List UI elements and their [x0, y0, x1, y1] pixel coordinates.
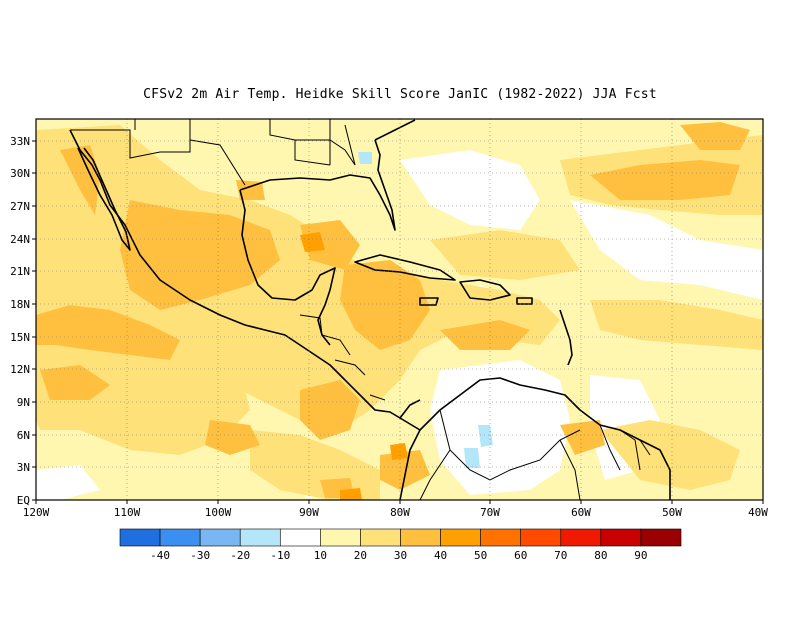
colorbar-label: 90	[634, 549, 647, 562]
colorbar-label: 70	[554, 549, 567, 562]
lat-label: 24N	[10, 233, 30, 246]
colorbar-swatch	[520, 528, 562, 547]
lat-label: 15N	[10, 331, 30, 344]
lon-label: 90W	[299, 506, 319, 519]
colorbar-label: -30	[190, 549, 210, 562]
lon-label: 50W	[662, 506, 682, 519]
colorbar-swatch	[360, 528, 401, 547]
lat-label: 6N	[17, 429, 30, 442]
country-borders	[70, 119, 651, 500]
colorbar-label: -20	[230, 549, 250, 562]
colorbar: -40 -30 -20 -10 10 20 30 40 50 60 70 80 90	[119, 528, 682, 562]
lat-label: 27N	[10, 200, 30, 213]
longitude-labels: 120W 110W 100W 90W 80W 70W 60W 50W 40W	[23, 506, 769, 519]
lat-label: 3N	[17, 461, 30, 474]
lat-label: 21N	[10, 265, 30, 278]
lon-label: 110W	[114, 506, 141, 519]
colorbar-swatch	[279, 528, 321, 547]
high-skill-regions	[36, 122, 750, 498]
lat-label: EQ	[17, 494, 30, 507]
lat-label: 30N	[10, 167, 30, 180]
lon-label: 60W	[571, 506, 591, 519]
colorbar-swatch	[159, 528, 201, 547]
colorbar-swatch	[400, 528, 441, 547]
coastlines	[69, 119, 671, 500]
lon-label: 70W	[480, 506, 500, 519]
negative-skill-spots	[358, 152, 493, 468]
colorbar-label: 10	[314, 549, 327, 562]
colorbar-label: 80	[594, 549, 607, 562]
colorbar-swatch	[440, 528, 481, 547]
colorbar-label: -40	[150, 549, 170, 562]
lat-label: 12N	[10, 363, 30, 376]
colorbar-label: 20	[354, 549, 367, 562]
latitude-labels: EQ 3N 6N 9N 12N 15N 18N 21N 24N 27N 30N …	[10, 135, 30, 507]
lat-label: 9N	[17, 396, 30, 409]
colorbar-swatch	[199, 528, 241, 547]
colorbar-label: 30	[394, 549, 407, 562]
axis-ticks	[32, 140, 764, 504]
lon-label: 80W	[390, 506, 410, 519]
plot-title: CFSv2 2m Air Temp. Heidke Skill Score Ja…	[143, 87, 657, 102]
colorbar-swatch	[560, 528, 602, 547]
colorbar-swatch	[480, 528, 522, 547]
lat-label: 33N	[10, 135, 30, 148]
skill-score-field	[36, 119, 763, 500]
colorbar-swatch	[600, 528, 642, 547]
colorbar-swatch	[239, 528, 281, 547]
very-high-skill-cells	[300, 232, 408, 500]
colorbar-label: -10	[270, 549, 290, 562]
colorbar-label: 50	[474, 549, 487, 562]
colorbar-label: 60	[514, 549, 527, 562]
colorbar-label: 40	[434, 549, 447, 562]
colorbar-swatch	[320, 528, 361, 547]
lat-label: 18N	[10, 298, 30, 311]
lon-label: 100W	[205, 506, 232, 519]
lon-label: 40W	[748, 506, 768, 519]
colorbar-swatch	[640, 528, 682, 547]
colorbar-swatch	[119, 528, 161, 547]
lon-label: 120W	[23, 506, 50, 519]
